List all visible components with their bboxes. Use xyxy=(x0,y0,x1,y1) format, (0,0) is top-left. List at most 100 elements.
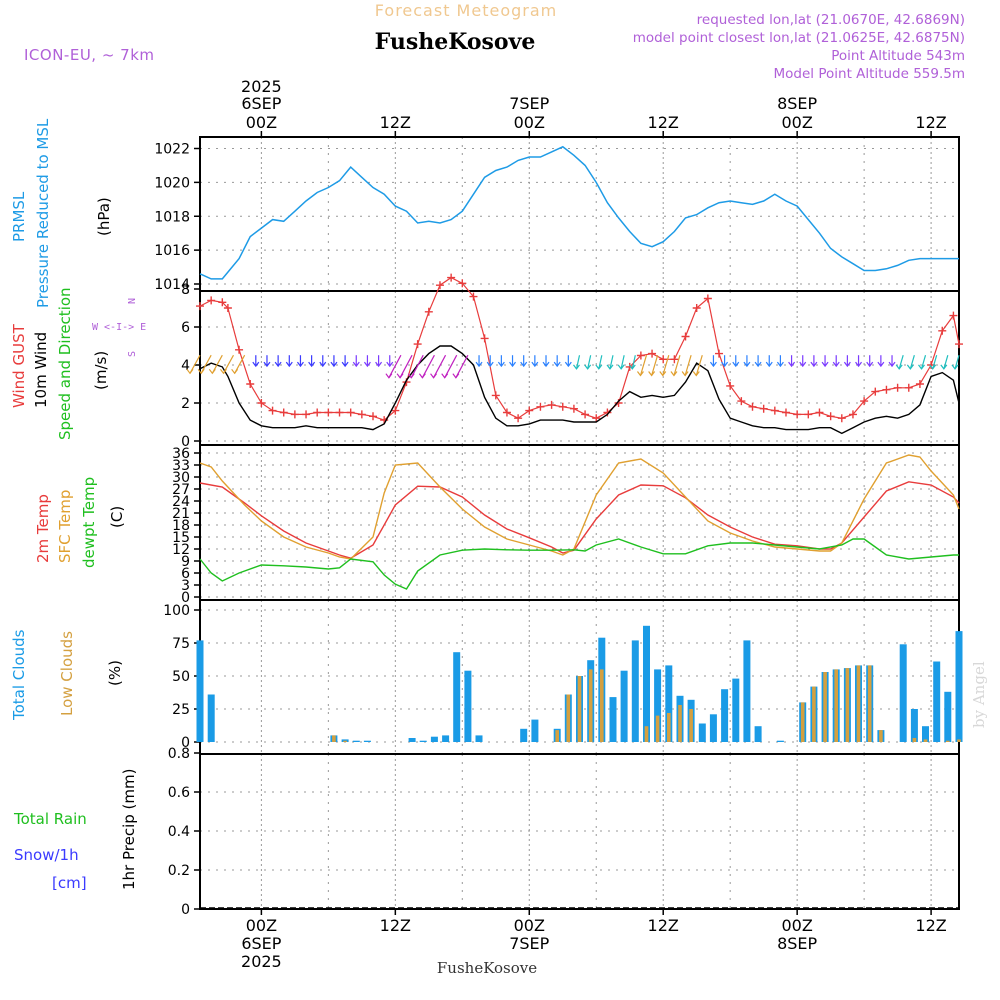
total-cloud-bar xyxy=(363,740,371,742)
wind-arrow-head xyxy=(197,368,205,375)
gust-marker xyxy=(413,340,422,349)
bottom-hour-label: 12Z xyxy=(915,916,946,935)
gust-marker xyxy=(391,406,400,415)
total-cloud-bar xyxy=(698,723,706,742)
low-cloud-bar xyxy=(588,669,593,742)
wind-direction-arrow xyxy=(399,354,413,378)
bottom-date-label: 7SEP xyxy=(509,934,549,953)
top-hour-label: 00Z xyxy=(514,113,545,132)
wind-arrow-head xyxy=(186,368,194,375)
wind-direction-arrow xyxy=(639,355,648,376)
gust-marker xyxy=(196,302,204,311)
wind-arrow-head xyxy=(918,364,925,370)
total-cloud-bar xyxy=(721,689,729,742)
wind-arrow-head xyxy=(866,361,874,368)
top-hour-label: 12Z xyxy=(380,113,411,132)
panel-frame xyxy=(199,444,960,601)
gust-marker xyxy=(692,304,701,312)
wind-arrow-head xyxy=(573,364,580,370)
wind-arrow-head xyxy=(648,371,656,377)
gust-marker xyxy=(737,397,746,406)
watermark: by Angel xyxy=(970,661,988,728)
top-hour-label: 12Z xyxy=(915,113,946,132)
wind-arrow-head xyxy=(430,373,438,379)
wind-arrow-head xyxy=(220,368,227,375)
temp-line-2m xyxy=(199,481,960,559)
gust-marker xyxy=(558,402,567,411)
y-tick-label: 75 xyxy=(172,636,190,652)
requested-coords: requested lon,lat (21.0670E, 42.6869N) xyxy=(697,12,965,28)
bottom-hour-label: 12Z xyxy=(380,916,411,935)
total-cloud-bar xyxy=(631,640,639,742)
wind-arrow-head xyxy=(407,373,415,379)
pressure-label-prmsl: PRMSL xyxy=(10,191,28,242)
gust-marker xyxy=(781,408,790,417)
wind-direction-arrow xyxy=(421,354,435,378)
wind-arrow-head xyxy=(929,364,937,370)
bottom-year-label: 2025 xyxy=(241,952,282,971)
wind-arrow-head xyxy=(877,361,885,368)
y-tick-label: 30 xyxy=(172,470,190,486)
wind-direction-arrow xyxy=(932,355,938,370)
wind-unit: (m/s) xyxy=(92,351,110,390)
low-cloud-bar xyxy=(879,730,883,742)
gust-marker xyxy=(246,380,255,388)
wind-arrow-head xyxy=(452,373,460,379)
total-cloud-bar xyxy=(776,740,784,742)
gust-marker xyxy=(525,406,534,415)
total-cloud-bar xyxy=(933,661,941,742)
total-cloud-bar xyxy=(196,640,204,742)
bottom-date-label: 8SEP xyxy=(777,934,817,953)
gust-marker xyxy=(536,402,545,411)
wind-arrow-head xyxy=(341,361,349,368)
bottom-date-label: 6SEP xyxy=(241,934,281,953)
y-tick-label: 4 xyxy=(181,358,190,374)
wind-label-gust: Wind GUST xyxy=(10,323,28,408)
cloud-labels: Total Clouds Low Clouds (%) xyxy=(10,629,124,721)
wind-arrow-head xyxy=(940,364,948,370)
wind-arrow-head xyxy=(584,364,592,370)
total-cloud-bar xyxy=(910,709,918,742)
y-tick-label: 18 xyxy=(172,518,190,534)
wind-arrow-head xyxy=(743,361,751,368)
wind-arrow-head xyxy=(386,361,394,368)
wind-arrow-head xyxy=(617,364,625,370)
pressure-label-msl: Pressure Reduced to MSL xyxy=(34,118,52,308)
compass-south: S xyxy=(127,351,138,357)
top-year-label: 2025 xyxy=(241,77,282,96)
gust-marker xyxy=(279,408,288,417)
top-hour-label: 00Z xyxy=(246,113,277,132)
total-cloud-bar xyxy=(620,670,628,742)
gust-marker xyxy=(491,391,500,400)
total-cloud-bar xyxy=(442,735,450,742)
wind-arrow-head xyxy=(810,361,818,368)
total-cloud-bar xyxy=(643,625,650,742)
model-label: ICON-EU, ~ 7km xyxy=(24,46,155,64)
wind-arrow-head xyxy=(319,361,327,368)
gust-marker xyxy=(703,294,712,303)
low-cloud-bar xyxy=(946,740,950,742)
wind-arrow-head xyxy=(375,361,383,368)
wind-label-10m: 10m Wind xyxy=(32,332,50,408)
wind-direction-arrow xyxy=(651,355,659,376)
precip-panel: 0 0.2 0.4 0.6 0.8 xyxy=(168,746,960,918)
wind-direction-arrow xyxy=(673,355,681,376)
total-cloud-bar xyxy=(520,728,528,742)
gust-marker xyxy=(804,410,813,419)
top-date-label: 7SEP xyxy=(509,94,549,113)
gust-marker xyxy=(826,412,835,421)
y-tick-label: 0 xyxy=(181,434,190,450)
y-tick-label: 8 xyxy=(181,282,190,298)
wind-direction-arrow xyxy=(620,355,625,370)
gust-marker xyxy=(715,349,724,358)
total-cloud-bar xyxy=(743,640,751,742)
wind-panel: 0 2 4 6 8 xyxy=(181,273,963,450)
y-tick-label: 0.4 xyxy=(168,824,190,840)
temp-unit: (C) xyxy=(108,506,126,528)
wind-arrow-head xyxy=(843,361,851,368)
gust-marker xyxy=(447,273,456,282)
wind-arrow-head xyxy=(231,368,239,375)
low-cloud-bar xyxy=(867,665,872,742)
